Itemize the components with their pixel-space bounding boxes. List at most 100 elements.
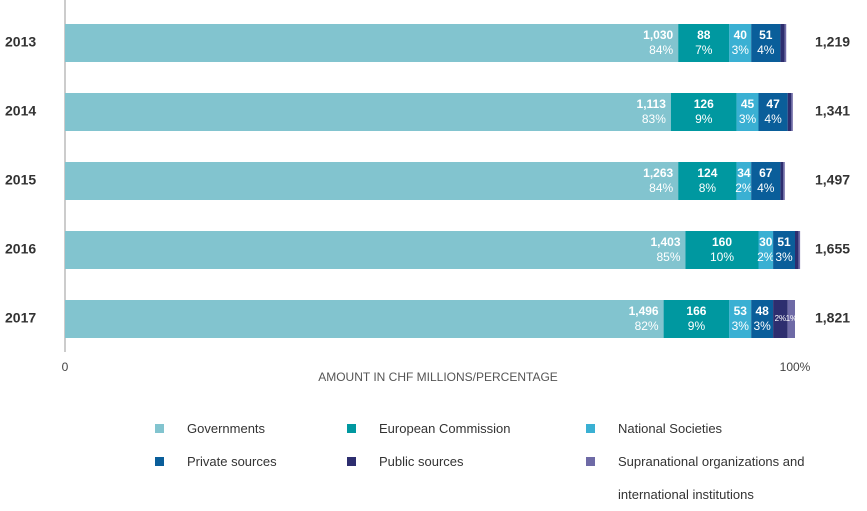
percent-label: 84% [649,181,673,195]
percent-label: 9% [695,112,713,126]
percent-label: 3% [732,43,750,57]
bar-segment [773,231,795,269]
bar-segment [685,231,759,269]
legend-swatch [586,457,595,466]
total-label: 1,821 [815,310,850,326]
bar-segment [670,93,737,131]
bar-segment [787,300,795,338]
bar-segment [65,93,671,131]
legend-item: Governments [155,412,266,445]
percent-label: 7% [695,43,713,57]
percent-label: 4% [757,43,775,57]
bar-segment [65,231,686,269]
legend-swatch [155,424,164,433]
amount-label: 1,113 [637,97,667,111]
percent-label: 2% [757,250,775,264]
amount-label: 67 [759,166,773,180]
legend-label: Governments [187,421,266,436]
amount-label: 1,403 [650,235,680,249]
percent-label: 1% [786,314,798,323]
legend: Governments European Commission National S… [0,412,867,504]
amount-label: 1,263 [643,166,673,180]
category-label: 2015 [5,172,36,188]
bar-segment [751,300,774,338]
amount-label: 166 [686,304,706,318]
legend-swatch [347,457,356,466]
bar-segment [773,300,788,338]
bar-segment [729,300,752,338]
total-label: 1,497 [815,172,850,188]
bar-segment [784,24,787,62]
total-label: 1,341 [815,103,850,119]
amount-label: 53 [734,304,748,318]
percent-label: 3% [753,319,771,333]
bar-segment [65,24,679,62]
percent-label: 10% [710,250,734,264]
percent-label: 4% [764,112,782,126]
bar-segment [758,93,788,131]
amount-label: 1,496 [629,304,659,318]
bar-segment [783,162,785,200]
legend-label: National Societies [618,421,723,436]
bar-segment [787,93,792,131]
percent-label: 3% [739,112,757,126]
legend-item: National Societies [586,412,818,445]
x-axis-label: AMOUNT IN CHF MILLIONS/PERCENTAGE [318,370,558,384]
percent-label: 85% [656,250,680,264]
amount-label: 51 [759,28,773,42]
chart: AMOUNT IN CHF MILLIONS/PERCENTAGE 0 100% 2… [5,0,850,384]
amount-label: 48 [755,304,769,318]
category-label: 2014 [5,103,36,119]
amount-label: 30 [759,235,773,249]
amount-label: 88 [697,28,711,42]
percent-label: 4% [757,181,775,195]
amount-label: 126 [694,97,714,111]
amount-label: 45 [741,97,755,111]
percent-label: 82% [635,319,659,333]
bar-segment [678,162,737,200]
bar-segment [780,24,785,62]
category-label: 2017 [5,310,36,326]
x-tick-label: 100% [780,360,811,374]
x-tick-label: 0 [62,360,69,374]
amount-label: 51 [777,235,791,249]
bar-segment [65,162,679,200]
percent-label: 3% [732,319,750,333]
legend-item: European Commission [347,412,511,445]
amount-label: 1,030 [643,28,673,42]
bar-segment [758,231,774,269]
legend-label: Public sources [379,454,464,469]
legend-item: Public sources [347,445,464,478]
legend-label: European Commission [379,421,511,436]
amount-label: 34 [737,166,751,180]
bar-segment [791,93,793,131]
amount-label: 124 [697,166,717,180]
bar-segment [663,300,730,338]
legend-label: Supranational organizations and internat… [618,454,805,502]
percent-label: 84% [649,43,673,57]
bar-segment [65,300,664,338]
bar-segment [795,231,799,269]
bar-segment [736,93,759,131]
amount-label: 160 [712,235,732,249]
category-label: 2013 [5,34,36,50]
legend-label: Private sources [187,454,277,469]
bar-segment [780,162,784,200]
percent-label: 9% [688,319,706,333]
legend-item: Supranational organizations and internat… [586,445,818,511]
percent-label: 2% [735,181,753,195]
legend-swatch [155,457,164,466]
legend-swatch [347,424,356,433]
amount-label: 40 [734,28,748,42]
percent-label: 83% [642,112,666,126]
amount-label: 47 [766,97,780,111]
category-label: 2016 [5,241,36,257]
total-label: 1,219 [815,34,850,50]
bar-segment [729,24,752,62]
bar-segment [751,162,781,200]
percent-label: 3% [775,250,793,264]
legend-item: Private sources [155,445,277,478]
total-label: 1,655 [815,241,850,257]
bar-segment [678,24,730,62]
